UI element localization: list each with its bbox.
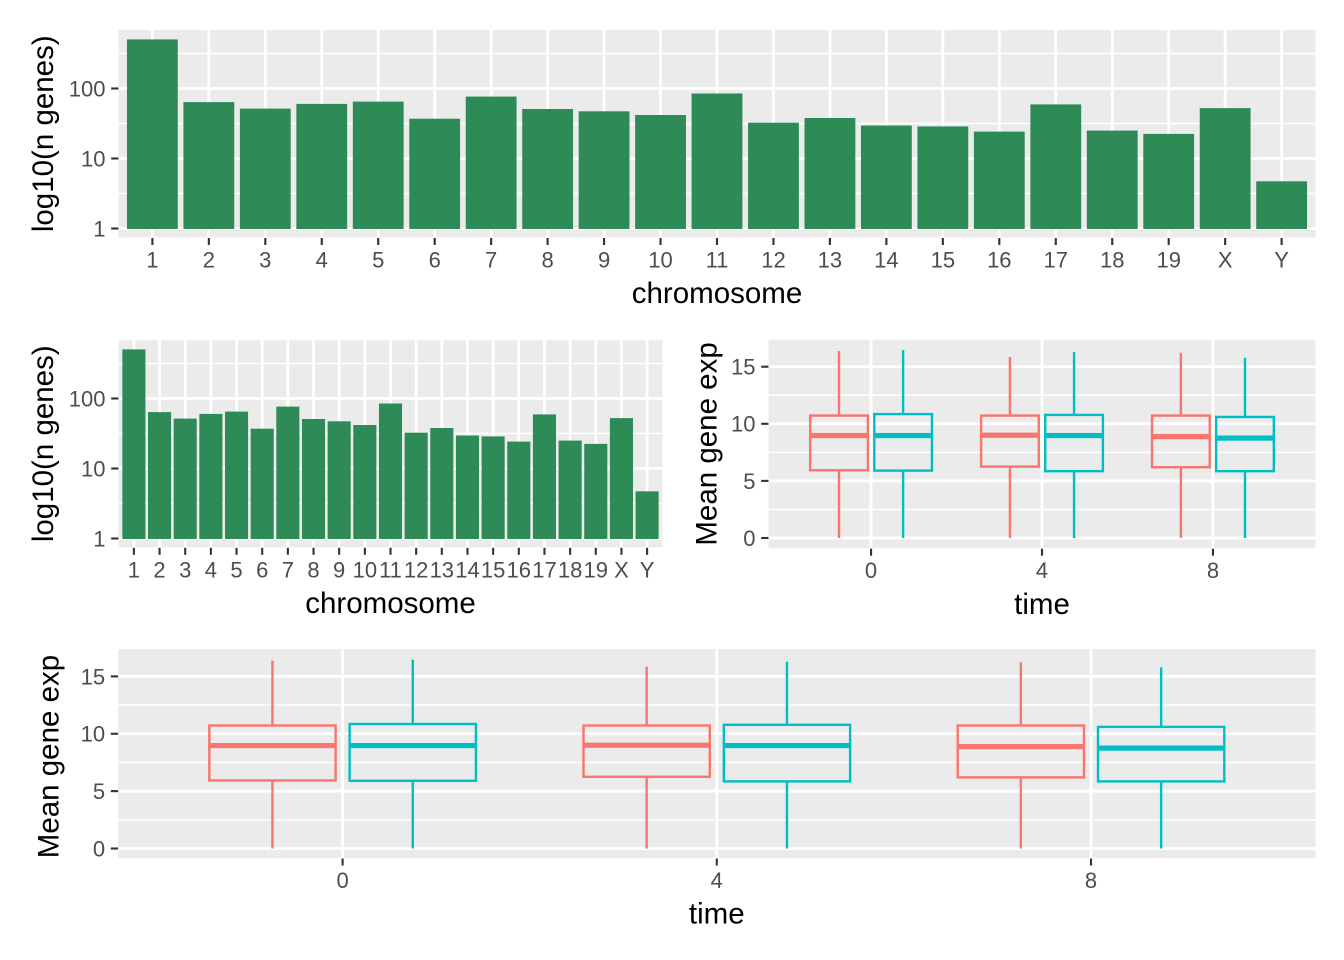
svg-text:6: 6	[429, 248, 441, 273]
svg-text:18: 18	[558, 557, 582, 582]
svg-text:0: 0	[336, 868, 348, 893]
svg-text:1: 1	[146, 248, 158, 273]
svg-text:1: 1	[128, 557, 140, 582]
svg-text:4: 4	[205, 557, 217, 582]
svg-text:17: 17	[1044, 248, 1068, 273]
svg-text:2: 2	[203, 248, 215, 273]
svg-text:8: 8	[307, 557, 319, 582]
svg-text:19: 19	[584, 557, 608, 582]
svg-text:9: 9	[333, 557, 345, 582]
svg-text:4: 4	[1036, 558, 1048, 583]
svg-text:10: 10	[648, 248, 672, 273]
svg-text:Mean gene exp: Mean gene exp	[32, 655, 65, 858]
svg-text:14: 14	[874, 248, 898, 273]
svg-text:Mean gene exp: Mean gene exp	[690, 342, 723, 545]
svg-text:8: 8	[1207, 558, 1219, 583]
svg-text:8: 8	[541, 248, 553, 273]
svg-text:log10(n genes): log10(n genes)	[27, 35, 60, 232]
svg-text:3: 3	[259, 248, 271, 273]
svg-text:X: X	[1218, 248, 1233, 273]
svg-text:11: 11	[706, 248, 729, 273]
svg-text:10: 10	[81, 722, 105, 747]
svg-text:time: time	[689, 898, 745, 931]
svg-text:5: 5	[230, 557, 242, 582]
svg-text:8: 8	[1085, 868, 1097, 893]
svg-text:4: 4	[711, 868, 723, 893]
svg-text:15: 15	[731, 355, 755, 380]
svg-text:log10(n genes): log10(n genes)	[27, 345, 60, 542]
svg-text:16: 16	[987, 248, 1011, 273]
svg-text:10: 10	[353, 557, 377, 582]
svg-text:1: 1	[93, 216, 105, 241]
svg-text:14: 14	[455, 557, 479, 582]
svg-text:0: 0	[93, 836, 105, 861]
svg-text:chromosome: chromosome	[305, 587, 476, 620]
svg-text:10: 10	[81, 146, 105, 171]
svg-text:100: 100	[69, 76, 106, 101]
svg-text:16: 16	[507, 557, 531, 582]
svg-text:9: 9	[598, 248, 610, 273]
svg-text:12: 12	[404, 557, 428, 582]
svg-text:5: 5	[93, 779, 105, 804]
svg-text:5: 5	[743, 469, 755, 494]
svg-text:15: 15	[481, 557, 505, 582]
svg-text:0: 0	[865, 558, 877, 583]
svg-text:7: 7	[485, 248, 497, 273]
svg-text:5: 5	[372, 248, 384, 273]
svg-text:13: 13	[818, 248, 842, 273]
svg-text:11: 11	[379, 557, 402, 582]
svg-text:7: 7	[282, 557, 294, 582]
svg-text:Y: Y	[640, 557, 655, 582]
svg-text:3: 3	[179, 557, 191, 582]
svg-text:15: 15	[931, 248, 955, 273]
svg-text:15: 15	[81, 664, 105, 689]
svg-text:X: X	[614, 557, 629, 582]
svg-text:time: time	[1014, 588, 1070, 621]
svg-text:1: 1	[93, 526, 105, 551]
svg-text:18: 18	[1100, 248, 1124, 273]
svg-text:19: 19	[1156, 248, 1180, 273]
svg-text:2: 2	[153, 557, 165, 582]
svg-text:13: 13	[430, 557, 454, 582]
svg-text:0: 0	[743, 526, 755, 551]
svg-text:100: 100	[69, 386, 106, 411]
svg-text:Y: Y	[1274, 248, 1289, 273]
svg-text:6: 6	[256, 557, 268, 582]
svg-text:10: 10	[81, 456, 105, 481]
svg-text:10: 10	[731, 412, 755, 437]
svg-text:17: 17	[532, 557, 556, 582]
svg-text:12: 12	[761, 248, 785, 273]
svg-text:4: 4	[316, 248, 328, 273]
svg-text:chromosome: chromosome	[632, 277, 803, 310]
